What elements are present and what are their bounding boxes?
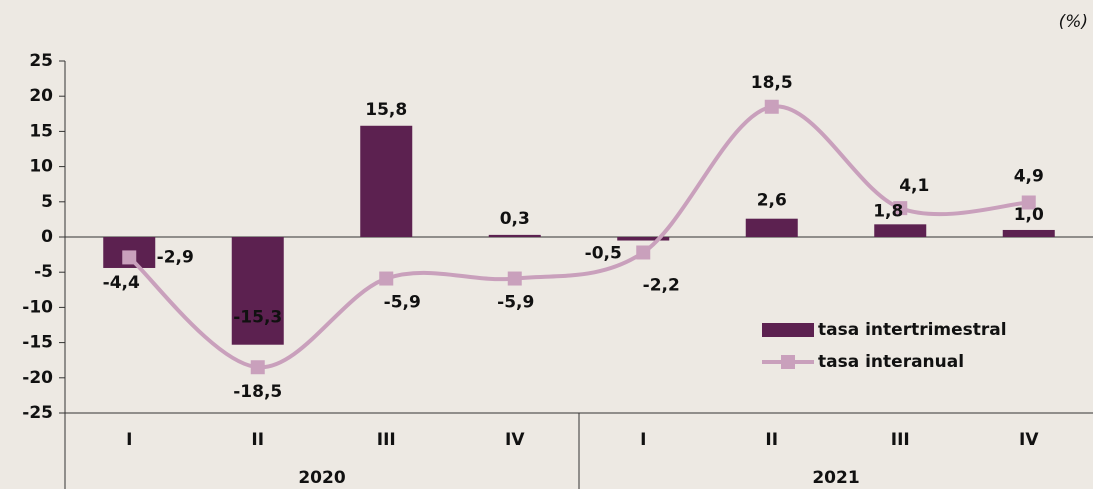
- bar: [1002, 229, 1055, 237]
- y-tick-label: 10: [29, 157, 53, 177]
- data-label: 18,5: [751, 73, 793, 93]
- legend-label: tasa interanual: [818, 352, 964, 372]
- x-tick-label: III: [891, 430, 910, 450]
- data-label: -4,4: [103, 273, 140, 293]
- legend-swatch: [762, 323, 814, 337]
- line-marker: [250, 360, 265, 375]
- line-marker: [507, 271, 522, 286]
- x-tick-label: I: [126, 430, 132, 450]
- data-label: 1,8: [873, 201, 903, 221]
- x-tick-label: II: [251, 430, 264, 450]
- data-label: 4,1: [899, 176, 929, 196]
- data-label: -2,9: [157, 247, 194, 267]
- x-tick-label: IV: [505, 430, 525, 450]
- line-marker: [636, 245, 651, 260]
- x-tick-label: II: [765, 430, 778, 450]
- data-label: 15,8: [365, 100, 407, 120]
- data-label: -18,5: [233, 382, 282, 402]
- bar: [874, 224, 927, 237]
- data-label: -5,9: [384, 293, 421, 313]
- data-label: 0,3: [500, 209, 530, 229]
- y-tick-label: 15: [29, 121, 53, 141]
- data-label: 2,6: [757, 191, 787, 211]
- bar: [745, 218, 798, 237]
- x-tick-label: III: [377, 430, 396, 450]
- y-tick-label: -15: [22, 333, 53, 353]
- data-label: -5,9: [497, 293, 534, 313]
- unit-note: (%): [1059, 12, 1088, 32]
- bar: [360, 125, 413, 237]
- data-label: 4,9: [1014, 167, 1044, 187]
- line-marker: [893, 201, 908, 216]
- bar: [231, 237, 284, 345]
- y-tick-label: -25: [22, 403, 53, 423]
- y-tick-label: 0: [41, 227, 53, 247]
- y-tick-label: 25: [29, 51, 53, 71]
- line-marker: [764, 99, 779, 114]
- data-label: 1,0: [1014, 205, 1044, 225]
- bar: [617, 237, 670, 241]
- group-label: 2021: [812, 468, 859, 488]
- data-label: -15,3: [233, 308, 282, 328]
- group-label: 2020: [298, 468, 345, 488]
- data-label: -0,5: [585, 244, 622, 264]
- legend-marker: [781, 355, 795, 369]
- x-tick-label: I: [640, 430, 646, 450]
- y-tick-label: 20: [29, 86, 53, 106]
- line: [127, 104, 1029, 370]
- y-tick-label: -20: [22, 368, 53, 388]
- line-marker: [1021, 195, 1036, 210]
- bar: [488, 234, 541, 237]
- line-marker: [122, 250, 137, 265]
- legend-label: tasa intertrimestral: [818, 320, 1007, 340]
- y-tick-label: -5: [34, 262, 53, 282]
- data-label: -2,2: [643, 275, 680, 295]
- y-tick-label: 5: [41, 192, 53, 212]
- y-tick-label: -10: [22, 297, 53, 317]
- x-tick-label: IV: [1019, 430, 1039, 450]
- line-marker: [379, 271, 394, 286]
